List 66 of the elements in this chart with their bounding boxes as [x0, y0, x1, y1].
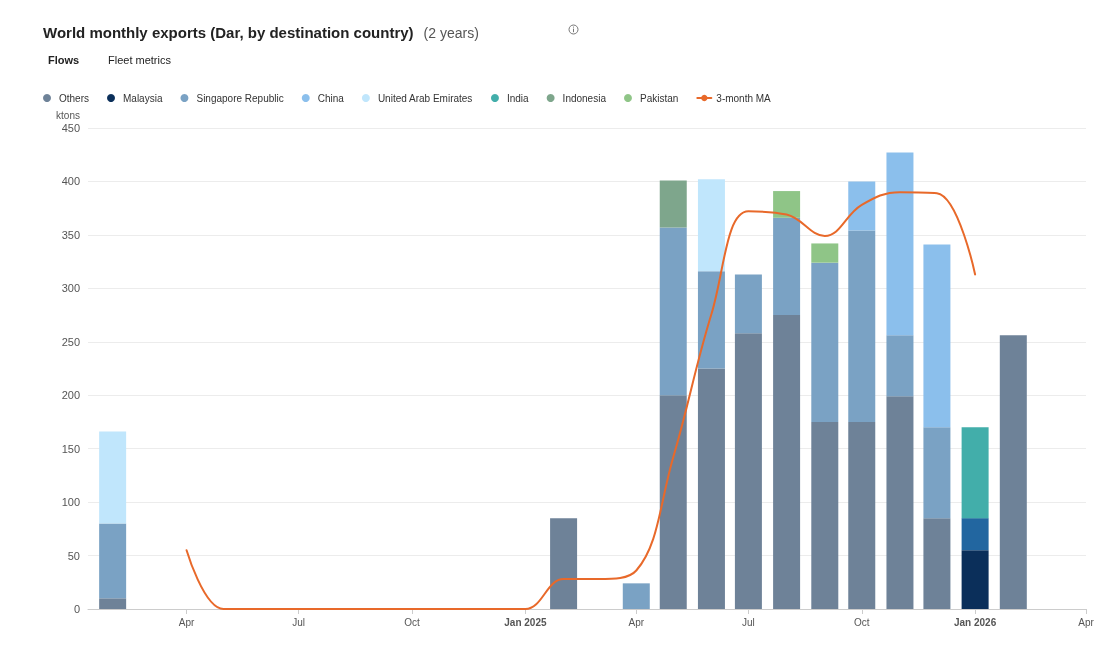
- bar: [99, 431, 127, 524]
- legend-label: China: [317, 92, 345, 104]
- legend-label: Indonesia: [562, 92, 607, 104]
- legend-label: United Arab Emirates: [377, 92, 473, 104]
- bar: [923, 244, 951, 428]
- text: Flows: [48, 53, 80, 66]
- bar: [550, 518, 578, 609]
- x-tick-label: Oct: [853, 616, 870, 628]
- bar: [811, 243, 839, 263]
- y-tick-label: 350: [61, 228, 80, 241]
- y-tick-label: 50: [67, 549, 80, 562]
- bar: [734, 274, 762, 334]
- legend-label: Malaysia: [123, 92, 163, 104]
- bar: [923, 518, 951, 609]
- text: Fleet metrics: [108, 53, 172, 66]
- legend-label: Pakistan: [639, 92, 679, 104]
- bar: [659, 227, 687, 396]
- bar: [886, 152, 914, 336]
- y-tick-label: 250: [61, 335, 80, 348]
- y-tick-label: 300: [61, 282, 80, 295]
- legend-label: Others: [59, 92, 90, 104]
- bar: [697, 368, 725, 609]
- bar: [961, 427, 989, 519]
- x-tick-label: Apr: [628, 616, 645, 628]
- bar: [773, 217, 801, 316]
- y-tick-label: 150: [61, 442, 80, 455]
- bar: [923, 427, 951, 519]
- x-tick-label: Jan 2026: [953, 616, 997, 628]
- bar: [811, 262, 839, 422]
- bar: [622, 583, 650, 609]
- bar: [99, 523, 127, 599]
- x-tick-label: Jul: [742, 616, 755, 628]
- bar: [659, 395, 687, 609]
- bar: [99, 598, 127, 609]
- bar: [773, 191, 801, 218]
- chart-subtitle: (2 years): [423, 25, 479, 41]
- line-series: [185, 191, 977, 610]
- x-tick-label: Jul: [292, 616, 306, 628]
- bar: [697, 179, 725, 272]
- bar: [697, 271, 725, 369]
- bar: [961, 550, 989, 609]
- bar: [734, 333, 762, 609]
- bar: [773, 315, 801, 609]
- bar: [659, 180, 687, 228]
- legend-label: 3-month MA: [716, 92, 772, 104]
- y-tick-label: 450: [61, 122, 80, 134]
- bar: [886, 335, 914, 397]
- legend-label: Singapore Republic: [196, 92, 284, 104]
- y-tick-label: 400: [61, 175, 80, 188]
- y-tick-label: 100: [61, 496, 80, 509]
- bar: [848, 230, 876, 422]
- chart-title: World monthly exports (Dar, by destination country): [43, 24, 414, 41]
- bar: [811, 421, 839, 609]
- x-tick-label: Apr: [1078, 616, 1095, 628]
- y-tick-label: 0: [73, 603, 80, 615]
- bar: [886, 396, 914, 609]
- bar: [848, 181, 876, 231]
- bar: [848, 421, 876, 609]
- legend-label: India: [506, 92, 530, 104]
- x-tick-label: Jan 2025: [504, 616, 547, 628]
- x-tick-label: Apr: [178, 616, 196, 628]
- y-tick-label: 200: [61, 389, 80, 402]
- bar: [999, 335, 1027, 609]
- x-tick-label: Oct: [404, 616, 421, 628]
- y-axis-title: ktons: [56, 109, 80, 121]
- bar: [961, 518, 989, 551]
